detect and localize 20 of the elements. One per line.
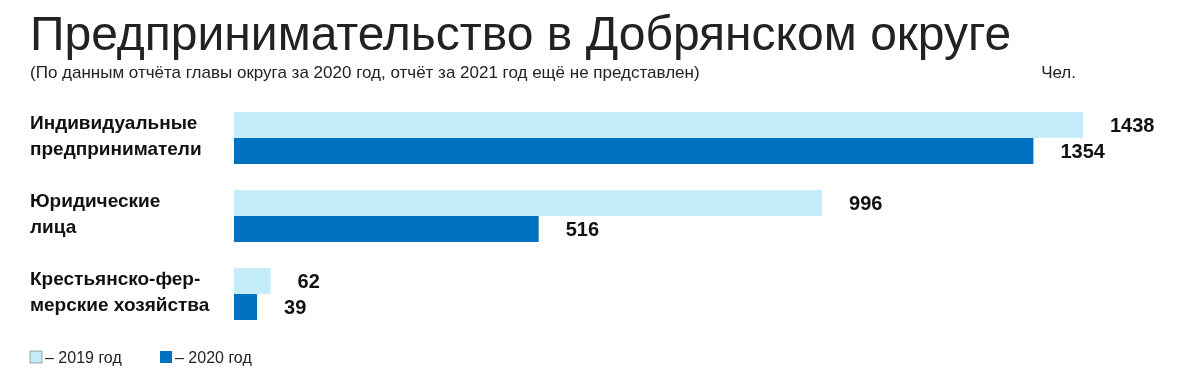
bar (234, 190, 823, 216)
data-label: 39 (284, 296, 307, 318)
bar (234, 294, 258, 320)
data-label: 996 (849, 192, 883, 214)
bar (234, 268, 271, 294)
text: Чел. (1041, 63, 1076, 82)
y-tick-label: Индивидуальные предприниматели (30, 112, 202, 159)
y-tick-label: Юридические лица (30, 190, 161, 237)
bar (234, 138, 1034, 164)
bar (234, 112, 1083, 138)
data-label: 516 (565, 218, 600, 240)
data-label: 1438 (1110, 114, 1155, 136)
data-label: 1354 (1060, 140, 1106, 162)
data-label: 62 (297, 270, 320, 292)
chart-title: Предпринимательство в Добрянском округе (30, 7, 1012, 60)
bar (234, 216, 539, 242)
y-tick-label: Крестьянско-фер- мерские хозяйства (30, 268, 210, 315)
legend-label: – 2020 год (175, 349, 253, 366)
legend-label: – 2019 год (45, 349, 123, 366)
chart-subtitle: (По данным отчёта главы округа за 2020 год, отчёт за 2021 год ещё не представлен) (30, 63, 700, 82)
